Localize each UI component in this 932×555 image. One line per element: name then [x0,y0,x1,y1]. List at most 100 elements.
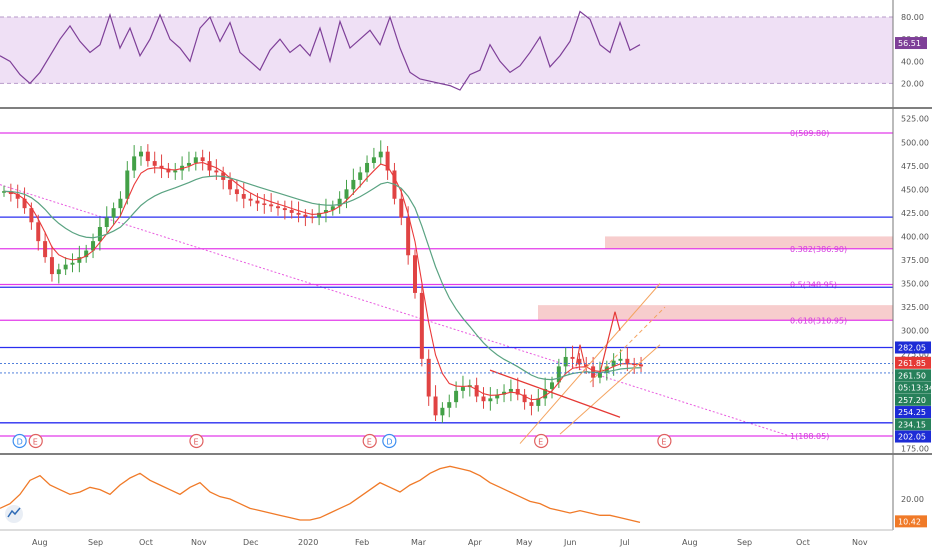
x-tick-label: Nov [191,538,207,547]
event-marker-label: E [367,438,372,447]
x-tick-label: Jul [619,538,630,547]
candle-body [399,198,404,218]
channel-line [559,344,661,435]
candle-body [15,194,20,199]
candle-body [385,151,390,171]
candle-body [173,170,178,173]
descending-wedge-line [489,369,621,418]
x-tick-label: 2020 [298,538,318,547]
dividend-marker [382,433,397,449]
candle-body [317,212,322,218]
candle-body [214,170,219,173]
candle-body [228,179,233,190]
candle-body [104,217,109,227]
x-tick-label: Nov [852,538,868,547]
event-marker-label: D [386,438,392,447]
candle-body [303,214,308,217]
event-marker-label: E [661,438,666,447]
x-tick-label: Sep [88,538,103,547]
candle-body [440,407,445,416]
candle-body [406,217,411,256]
price-axis-badge [895,341,931,354]
channel-mid-line [589,306,666,383]
price-axis-badge-label: 05:13:34 [898,384,932,393]
candle-body [481,396,486,402]
candle-body [351,179,356,190]
price-axis-badge [895,356,931,369]
candle-body [22,198,27,209]
price-axis-badge-label: 261.85 [898,359,926,368]
candle-body [618,358,623,361]
candle-body [139,151,143,157]
candle-body [337,198,342,207]
event-marker-label: E [193,438,198,447]
candle-body [269,204,274,207]
rsi-current-label: 56.51 [898,39,921,48]
candle-body [556,366,561,383]
candle-body [296,212,301,215]
candle-body [70,262,75,265]
candle-body [639,364,644,367]
candle-body [159,165,164,169]
candle-body [550,382,554,389]
fib-level-label: 0.5(348.95) [790,280,837,289]
event-marker-label: E [538,438,543,447]
x-tick-label: Oct [796,538,810,547]
candle-body [152,161,157,166]
candle-body [91,241,96,251]
supply-zone [538,305,893,321]
candle-body [330,206,335,211]
candle-body [522,394,527,403]
price-axis-badge [895,418,931,431]
fib-level-label: 0(509.80) [790,129,829,138]
candle-body [262,203,267,205]
x-tick-label: Aug [682,538,698,547]
supply-zone [605,236,893,249]
price-tick-label: 375.00 [901,256,929,265]
candle-body [43,241,48,258]
logo-icon [7,507,21,518]
candle-body [474,385,479,397]
price-axis-badge [895,430,931,443]
price-tick-label: 400.00 [901,232,929,241]
price-tick-label: 300.00 [901,327,929,336]
x-tick-label: Apr [468,538,483,547]
indicator-current-label: 10.42 [898,517,921,526]
candle-body [193,157,198,163]
price-tick-label: 425.00 [901,209,929,218]
earnings-marker [28,433,43,449]
fib-level-label: 0.382(386.90) [790,245,847,254]
fib-level-label: 1(188.05) [790,432,829,441]
price-tick-label: 350.00 [901,280,929,289]
candle-body [502,391,507,395]
candle-body [289,210,294,213]
candle-body [563,356,568,367]
price-axis-badge-label: 261.50 [898,371,926,380]
candle-body [433,396,438,416]
candle-body [56,269,61,275]
price-axis-badge-label: 282.05 [898,343,926,352]
x-tick-label: Dec [243,538,258,547]
price-tick-label: 525.00 [901,115,929,124]
candle-body [570,356,575,359]
candle-body [49,257,54,275]
price-axis-badge-label: 202.05 [898,433,926,442]
indicator-panel [0,465,641,523]
price-tick-label: 475.00 [901,162,929,171]
candle-body [234,189,239,195]
candle-body [460,387,465,391]
candle-body [495,394,500,399]
price-axis-badge [895,406,931,419]
candle-body [310,216,315,219]
price-tick-label: 500.00 [901,138,929,147]
candle-body [323,210,328,213]
price-axis-badge [895,381,931,394]
x-tick-label: Aug [32,538,48,547]
candle-body [447,402,452,408]
candle-body [371,157,376,163]
x-tick-label: Jun [563,538,577,547]
event-marker-label: E [33,438,38,447]
x-tick-label: Feb [355,538,369,547]
candle-body [241,194,246,199]
